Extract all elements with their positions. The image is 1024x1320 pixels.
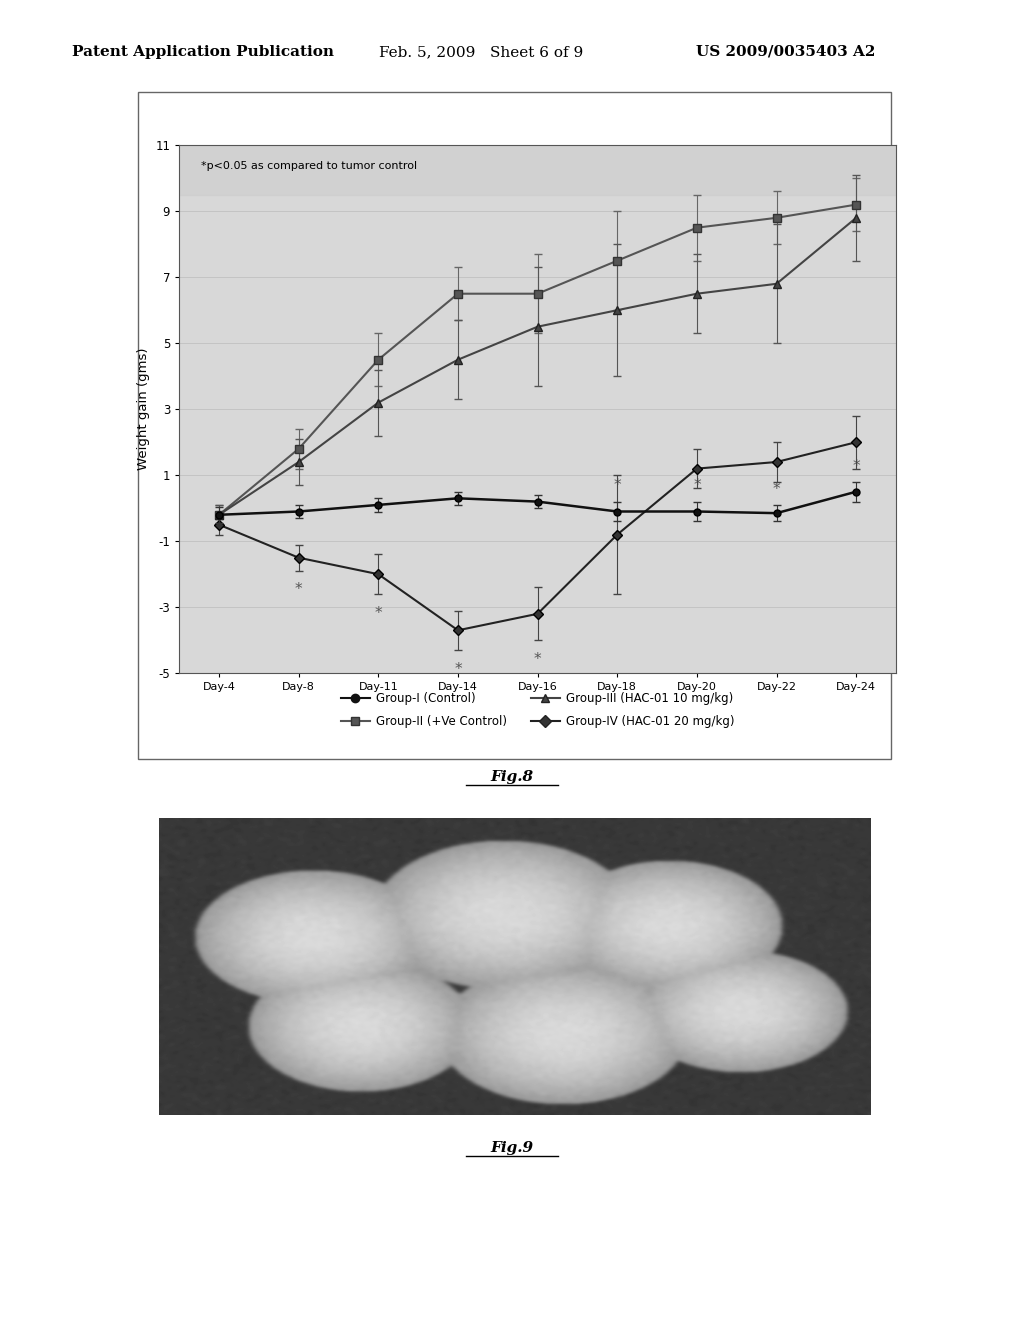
Text: *: * [375,606,382,620]
Text: US 2009/0035403 A2: US 2009/0035403 A2 [696,45,876,59]
Text: Fig.8: Fig.8 [490,771,534,784]
Text: *p<0.05 as compared to tumor control: *p<0.05 as compared to tumor control [201,161,417,172]
Text: *: * [773,482,780,496]
Y-axis label: Weight gain (gms): Weight gain (gms) [136,348,150,470]
Text: Fig.9: Fig.9 [490,1142,534,1155]
Text: *: * [613,478,622,494]
Text: *: * [295,582,302,598]
Legend: Group-I (Control), Group-II (+Ve Control), Group-III (HAC-01 10 mg/kg), Group-IV: Group-I (Control), Group-II (+Ve Control… [336,688,739,733]
Text: *: * [693,478,700,494]
Text: *: * [534,652,542,667]
Text: Patent Application Publication: Patent Application Publication [72,45,334,59]
Text: *: * [454,661,462,677]
Bar [179,145,896,195]
Text: Feb. 5, 2009   Sheet 6 of 9: Feb. 5, 2009 Sheet 6 of 9 [379,45,583,59]
Text: *: * [852,458,860,474]
